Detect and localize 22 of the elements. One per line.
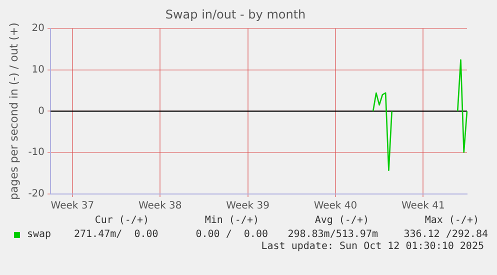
text: Cur (-/+) [94, 215, 149, 226]
x-tick-label: Week 38 [138, 200, 182, 212]
x-tick-label: Week 39 [226, 200, 270, 212]
y-tick-label: 0 [38, 106, 45, 117]
text: Last update: Sun Oct 12 01:30:10 2025 [260, 241, 485, 252]
text: Min (-/+) [204, 215, 259, 226]
text: 298.83m/513.97m [286, 229, 378, 240]
y-axis-title: pages per second in (-) / out (+) [7, 22, 20, 200]
x-tick-label: Week 37 [50, 200, 94, 212]
y-tick-label: 20 [32, 22, 45, 34]
y-tick-label: 10 [32, 64, 45, 76]
y-tick-label: -10 [28, 147, 45, 158]
text: Max (-/+) [424, 215, 479, 226]
text: Avg (-/+) [314, 215, 369, 226]
y-tick-label: -20 [28, 188, 45, 200]
text: 271.47m/ 0.00 [74, 229, 158, 240]
text: 336.12 /292.84 [402, 229, 488, 240]
text: 0.00 / 0.00 [194, 229, 268, 240]
legend-label: swap [27, 229, 52, 240]
x-tick-label: Week 41 [402, 200, 445, 212]
chart-title: Swap in/out - by month [165, 7, 306, 22]
x-tick-label: Week 40 [314, 200, 358, 212]
